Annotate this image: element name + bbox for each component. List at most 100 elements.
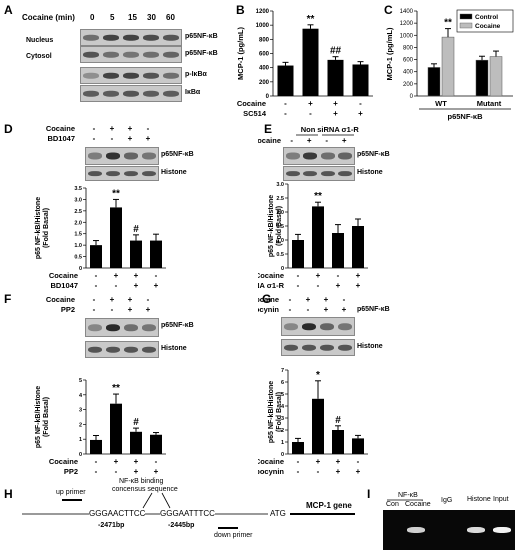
y-axis-label: (Fold Basal) [43, 208, 50, 248]
nucleus-label: Nucleus [26, 37, 54, 44]
y-tick-label: 600 [259, 52, 270, 58]
blot-band [105, 323, 121, 332]
treatment-mark: - [93, 124, 96, 133]
treatment-mark: - [317, 281, 320, 290]
blot-band [83, 34, 99, 41]
blot-band [143, 72, 159, 79]
blot-g-p65 [281, 317, 355, 336]
site-1-position: -2471bp [98, 522, 125, 529]
treatment-mark: + [128, 305, 133, 314]
pointer-line-1 [142, 492, 153, 509]
y-tick-label: 6 [281, 380, 284, 386]
panel-label-b: B [236, 3, 245, 17]
bar [90, 245, 102, 268]
bar [292, 240, 304, 268]
treatment-mark: - [95, 271, 98, 280]
blot-band [103, 51, 119, 58]
treatment-label: Cocaine [49, 271, 78, 280]
blot-band [123, 34, 139, 41]
mcp1-gene-label: MCP-1 gene [306, 501, 352, 510]
y-tick-label: 200 [259, 80, 270, 86]
treatment-label: Cocaine [258, 271, 284, 280]
blot-band [163, 34, 179, 41]
y-tick-label: 0 [79, 452, 82, 458]
blot-band [337, 344, 353, 351]
blot-band [123, 170, 139, 177]
blot-band [87, 323, 103, 332]
legend-swatch [459, 13, 473, 20]
treatment-label: Apocynin [258, 467, 284, 476]
blot-p-ikba [80, 67, 182, 84]
y-tick-label: 200 [403, 82, 414, 88]
y-axis-label: p65 NF-kB/Histone [35, 197, 42, 259]
blot-band [319, 322, 335, 331]
y-axis-label: MCP-1 (pg/mL) [385, 27, 394, 80]
a-row4-right: IκBα [185, 89, 201, 96]
bar [110, 403, 122, 454]
time-0: 0 [90, 13, 95, 22]
blot-band [87, 346, 103, 353]
blot-band [103, 34, 119, 41]
y-tick-label: 3.0 [276, 182, 284, 188]
y-tick-label: 0.5 [276, 252, 284, 258]
bar [312, 398, 324, 454]
pcr-band [493, 527, 511, 533]
treatment-mark: - [115, 281, 118, 290]
y-tick-label: 600 [403, 58, 414, 64]
y-tick-label: 1000 [256, 23, 270, 29]
bar [352, 64, 369, 96]
y-tick-label: 1000 [400, 33, 414, 39]
treatment-mark: - [307, 305, 310, 314]
blot-nucleus-p65 [80, 29, 182, 46]
blot-band [163, 90, 179, 97]
site-2-position: -2445bp [168, 522, 195, 529]
y-axis-label: p65 NF-kB/Histone [268, 381, 275, 443]
blot-g-histone [281, 339, 355, 356]
treatment-label: PP2 [64, 467, 78, 476]
treatment-mark: - [93, 134, 96, 143]
blot-f-histone [85, 341, 159, 358]
y-axis-label: MCP-1 (pg/mL) [236, 27, 245, 80]
chart-d: Cocaine - + + -BD1047- - + +00.51.01.52.02.53.0… [35, 124, 166, 290]
group-label-non: Non [301, 125, 316, 134]
y-tick-label: 800 [403, 45, 414, 51]
panel-label-i: I [367, 487, 371, 501]
site-1-sequence: GGGAACTTCC [89, 509, 146, 518]
treatment-mark: - [284, 99, 287, 108]
treatment-mark: + [146, 305, 151, 314]
cytosol-label: Cytosol [26, 53, 52, 60]
treatment-mark: + [336, 457, 341, 466]
site-2-sequence: GGGAATTTCC [160, 509, 215, 518]
bar [312, 206, 324, 268]
binding-title-2: concensus sequence [112, 486, 178, 493]
y-tick-label: 0 [266, 94, 270, 100]
treatment-label: Cocaine [258, 295, 279, 304]
bar [130, 431, 142, 454]
blot-band [320, 152, 335, 160]
blot-f-p65 [85, 318, 159, 337]
y-tick-label: 1 [79, 437, 82, 443]
treatment-mark: - [297, 467, 300, 476]
treatment-mark: - [309, 109, 312, 118]
treatment-mark: - [317, 467, 320, 476]
treatment-mark: + [134, 271, 139, 280]
blot-d-histone [85, 166, 159, 181]
bar [332, 430, 344, 454]
treatment-mark: - [95, 467, 98, 476]
treatment-label: Apocynin [258, 305, 279, 314]
y-tick-label: 0 [410, 94, 414, 100]
treatment-label: Cocaine [46, 295, 75, 304]
blot-band [283, 322, 299, 331]
treatment-mark: - [155, 271, 158, 280]
y-tick-label: 1.0 [276, 238, 284, 244]
i-igg-label: IgG [441, 497, 453, 504]
treatment-label: Cocaine [237, 99, 266, 108]
blot-band [163, 72, 179, 79]
blot-band [338, 170, 353, 177]
treatment-label: Cocaine [258, 457, 284, 466]
y-tick-label: 800 [259, 37, 270, 43]
y-axis-label: p65 NF-kB/Histone [268, 195, 275, 257]
y-tick-label: 2.0 [276, 210, 284, 216]
